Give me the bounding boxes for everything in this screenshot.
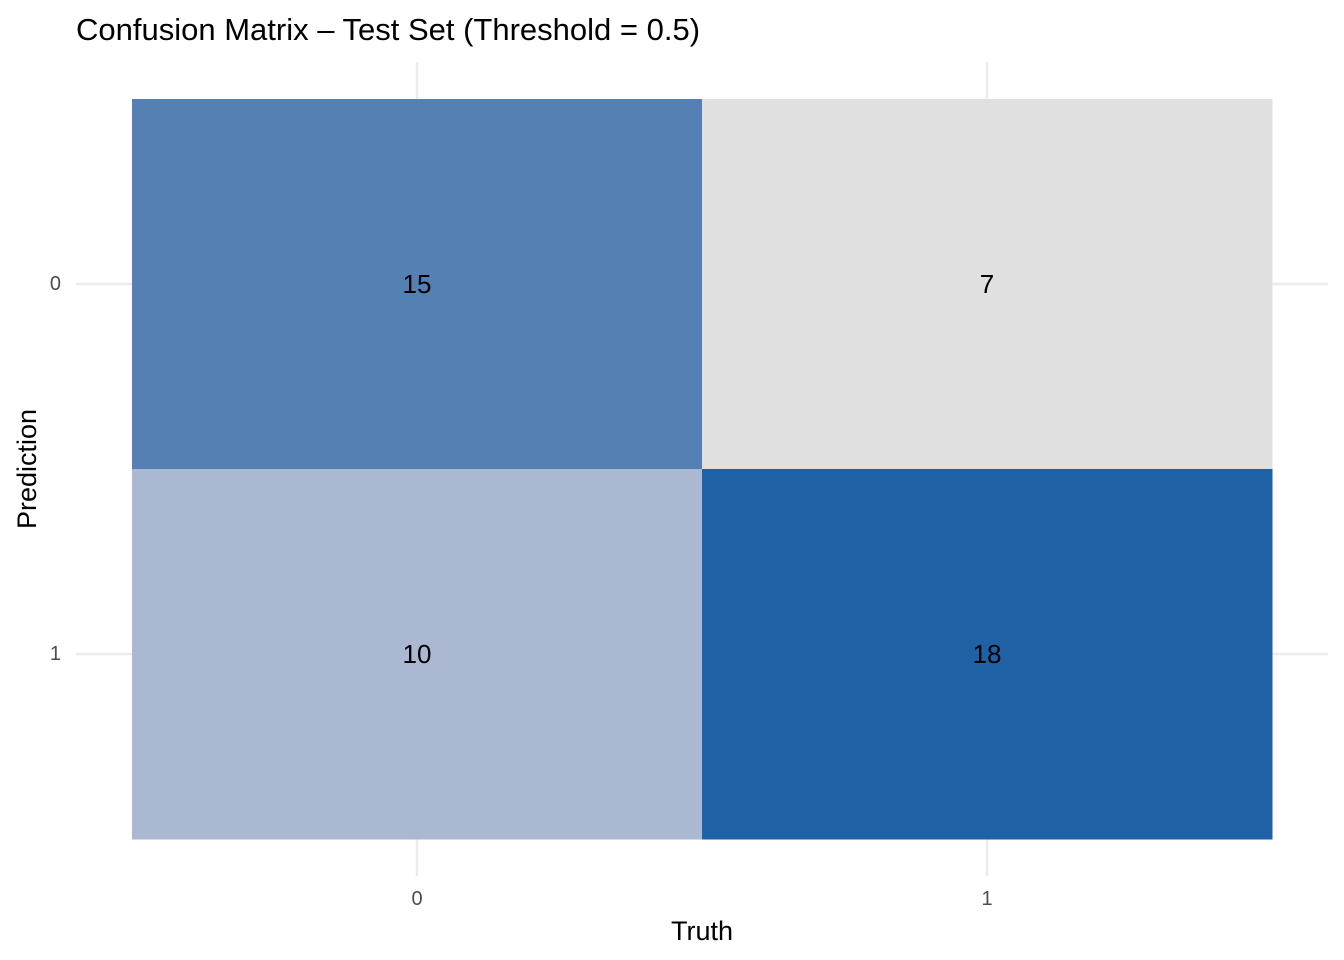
chart-title: Confusion Matrix – Test Set (Threshold =… (76, 12, 700, 47)
y-tick-label-1: 1 (50, 643, 61, 665)
cell-pred-0-truth-1 (702, 99, 1273, 470)
cell-value-pred-1-truth-0: 10 (403, 639, 432, 669)
heatmap-cells (132, 99, 1273, 840)
y-tick-label-0: 0 (50, 273, 61, 295)
cell-pred-1-truth-1 (702, 469, 1273, 840)
cell-value-pred-0-truth-0: 15 (403, 269, 432, 299)
axis-tick-labels: 0 101 (50, 273, 993, 910)
cell-pred-0-truth-0 (132, 99, 703, 470)
y-axis-title: Prediction (12, 409, 42, 529)
cell-value-labels: 15 7 10 18 (403, 269, 1002, 669)
x-tick-label-0: 0 (411, 888, 422, 910)
x-axis-title: Truth (671, 916, 733, 946)
cell-value-pred-0-truth-1: 7 (980, 269, 994, 299)
x-tick-label-1: 1 (981, 888, 992, 910)
cell-value-pred-1-truth-1: 18 (973, 639, 1002, 669)
cell-pred-1-truth-0 (132, 469, 703, 840)
